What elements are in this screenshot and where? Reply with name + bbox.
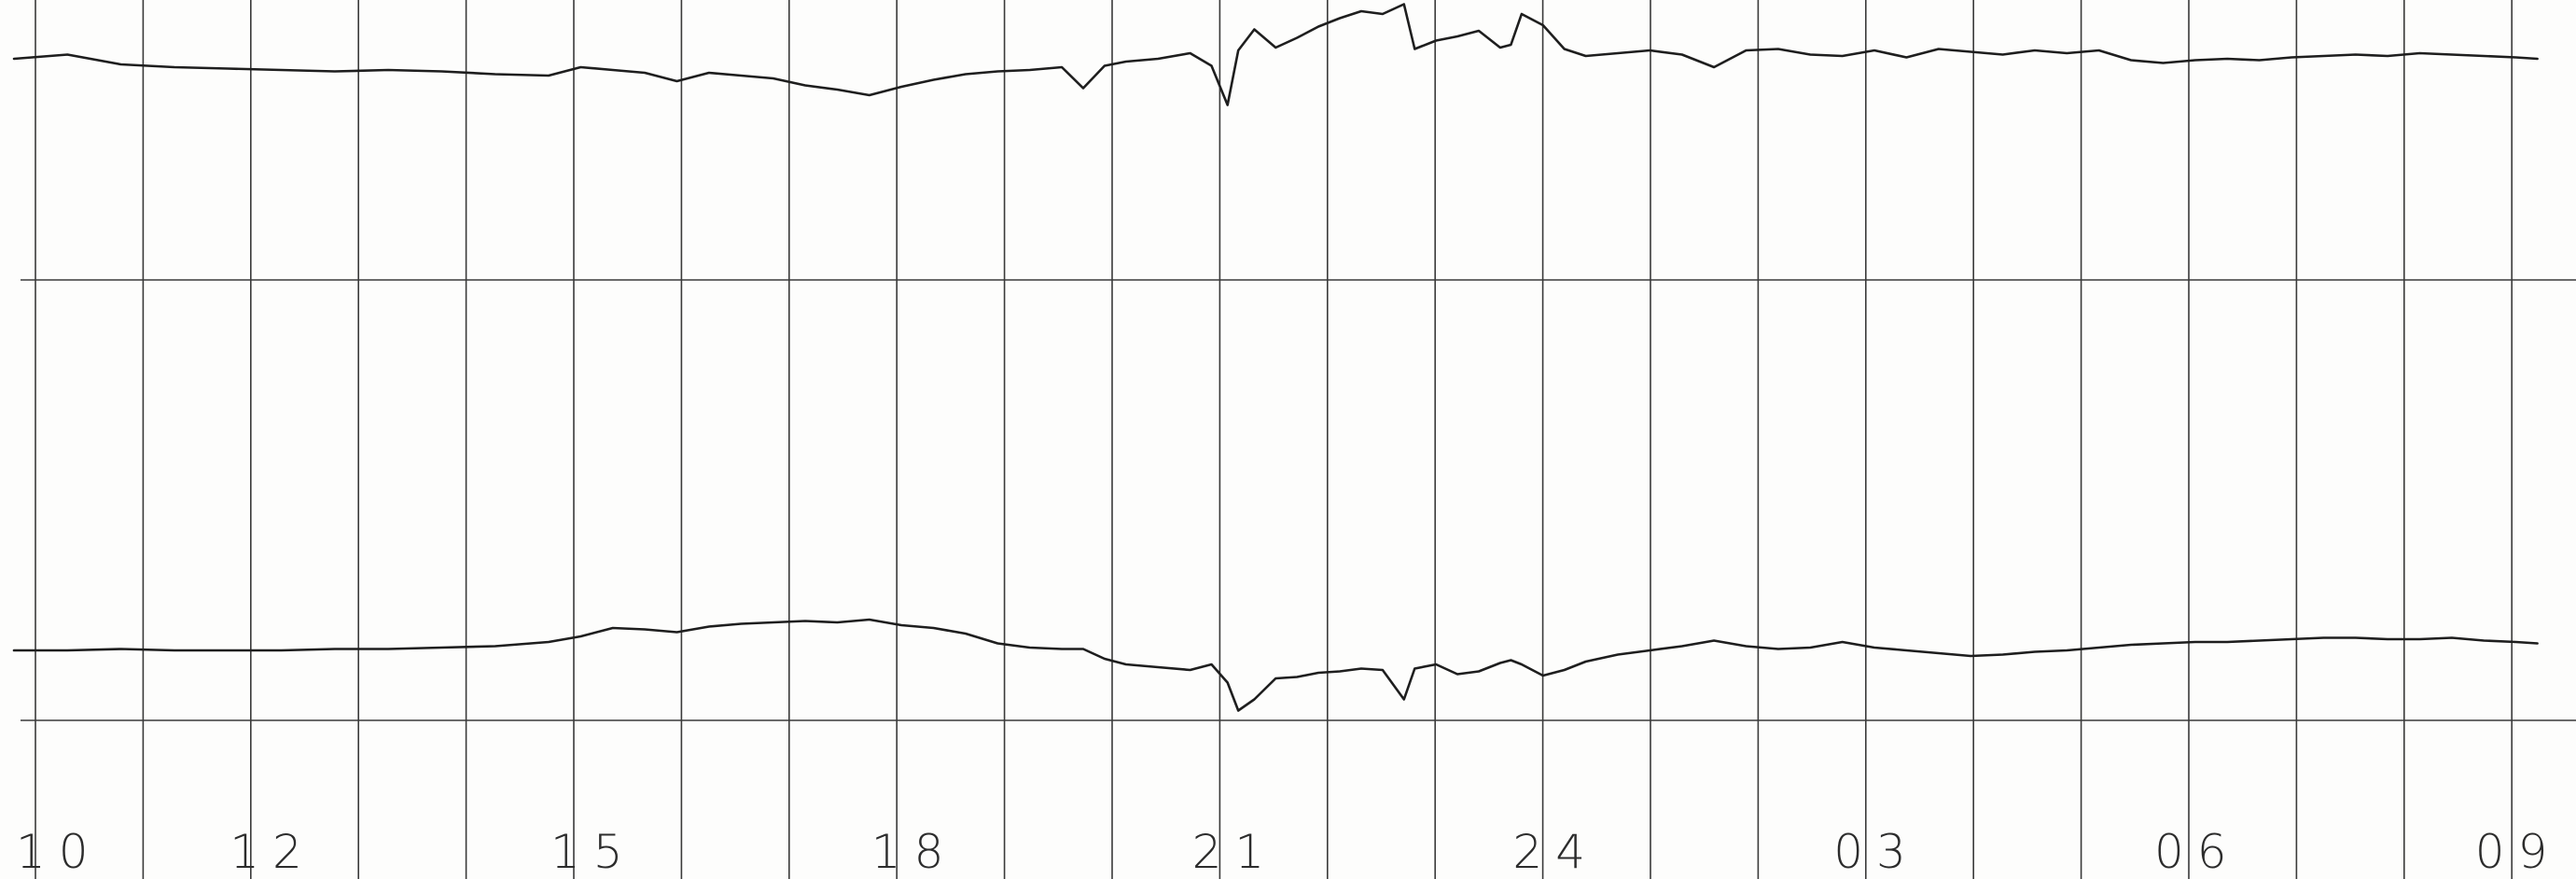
hour-label: 18 [871,825,957,879]
trace-line-1 [12,3,2539,106]
hour-label: 12 [230,825,315,879]
hour-label: 24 [1512,825,1598,879]
hour-labels: 10 12 15 18 21 24 03 06 09 [16,825,2561,879]
hour-label: 10 [16,825,102,879]
hour-label: 09 [2475,825,2561,879]
hour-label: 06 [2154,825,2240,879]
hour-label: 03 [1833,825,1919,879]
trace-line-2 [12,618,2539,712]
hour-label: 15 [550,825,636,879]
traces [12,3,2539,712]
hour-label: 21 [1192,825,1278,879]
grid [21,0,2576,879]
